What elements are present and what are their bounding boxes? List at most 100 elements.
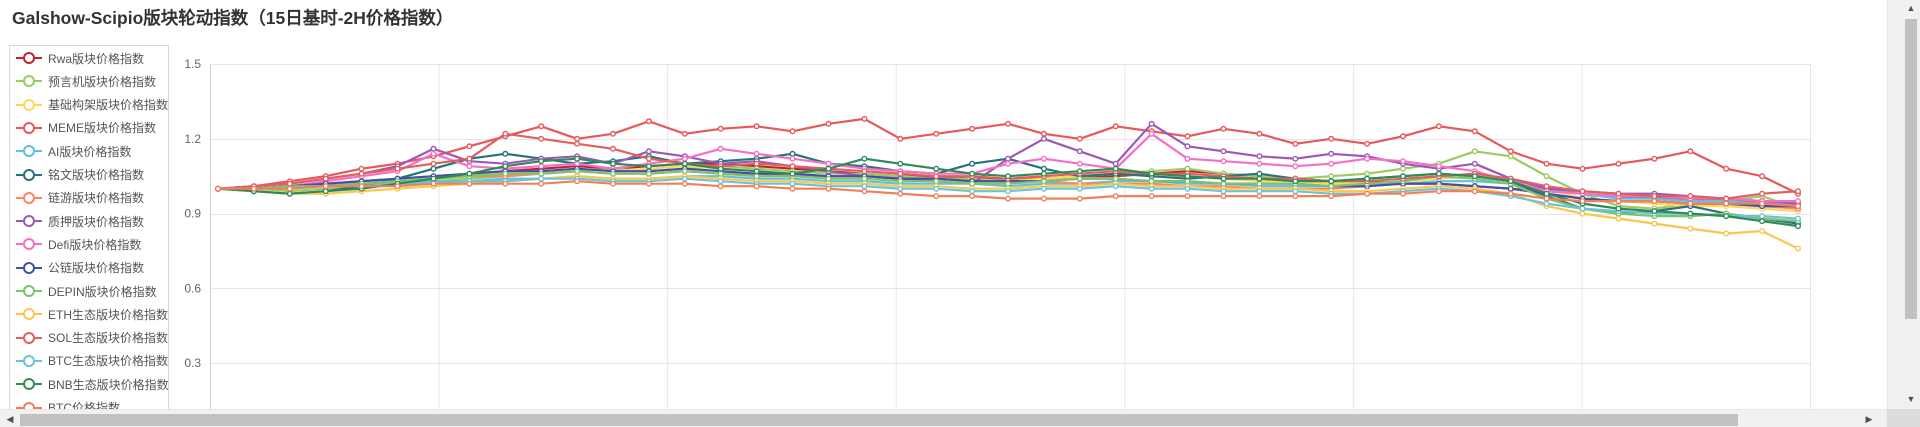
data-point [574, 168, 581, 175]
data-point [1040, 165, 1047, 172]
data-point [789, 163, 796, 170]
data-point [394, 165, 401, 172]
legend-swatch-marker [23, 191, 35, 204]
legend-item[interactable]: Defi版块价格指数 [14, 233, 141, 255]
data-point [574, 155, 581, 162]
legend-item[interactable]: 链游版块价格指数 [14, 187, 144, 209]
data-point [322, 183, 329, 190]
horizontal-scrollbar[interactable]: ◀ ▶ [0, 409, 1887, 427]
horizontal-scroll-thumb[interactable] [20, 414, 1738, 426]
data-point [1687, 225, 1694, 232]
legend-item[interactable]: SOL生态版块价格指数 [14, 327, 168, 349]
data-point [286, 190, 293, 197]
data-point [1292, 163, 1299, 170]
data-point [933, 165, 940, 172]
data-point [502, 150, 509, 157]
data-point [1651, 198, 1658, 205]
legend-swatch-marker [23, 331, 35, 344]
data-point [1112, 165, 1119, 172]
legend-swatch-icon [16, 308, 42, 321]
data-point [538, 135, 545, 142]
vertical-scroll-thumb[interactable] [1905, 19, 1917, 319]
data-point [538, 158, 545, 165]
legend-swatch-marker [23, 98, 35, 111]
data-point [1759, 213, 1766, 220]
legend-item[interactable]: 公链版块价格指数 [14, 257, 144, 279]
legend-item[interactable]: BTC生态版块价格指数 [14, 350, 168, 372]
y-tick-label: 1.2 [184, 132, 201, 146]
legend-swatch-icon [16, 191, 42, 204]
data-point [717, 145, 724, 152]
legend-swatch-marker [23, 168, 35, 181]
scroll-up-icon[interactable]: ▲ [1906, 3, 1916, 13]
legend-item[interactable]: AI版块价格指数 [14, 140, 131, 162]
legend-label: DEPIN版块价格指数 [48, 284, 157, 299]
data-point [1328, 135, 1335, 142]
data-point [1687, 210, 1694, 217]
scroll-down-icon[interactable]: ▼ [1906, 394, 1916, 404]
legend-swatch-icon [16, 98, 42, 111]
legend-item[interactable]: Rwa版块价格指数 [14, 47, 144, 69]
data-point [645, 163, 652, 170]
data-point [861, 115, 868, 122]
legend-item[interactable]: 铭文版块价格指数 [14, 164, 144, 186]
data-point [1005, 188, 1012, 195]
data-point [538, 180, 545, 187]
data-point [645, 155, 652, 162]
data-point [753, 183, 760, 190]
data-point [1651, 193, 1658, 200]
data-point [1328, 150, 1335, 157]
legend-label: SOL生态版块价格指数 [48, 331, 169, 346]
data-point [1040, 170, 1047, 177]
data-point [1256, 153, 1263, 160]
data-point [1256, 130, 1263, 137]
data-point [466, 180, 473, 187]
data-point [753, 160, 760, 167]
data-point [1759, 200, 1766, 207]
data-point [1292, 178, 1299, 185]
y-tick-label: 1.5 [184, 57, 201, 71]
data-point [1507, 190, 1514, 197]
data-point [538, 123, 545, 130]
data-point [1148, 170, 1155, 177]
data-point [969, 160, 976, 167]
data-point [1005, 120, 1012, 127]
legend-item[interactable]: 质押版块价格指数 [14, 210, 144, 232]
data-point [1112, 175, 1119, 182]
y-tick-label: 0.9 [184, 207, 201, 221]
data-point [969, 180, 976, 187]
data-point [1723, 165, 1730, 172]
legend-item[interactable]: MEME版块价格指数 [14, 117, 156, 139]
data-point [681, 130, 688, 137]
scroll-right-icon[interactable]: ▶ [1865, 414, 1873, 424]
data-point [1148, 185, 1155, 192]
scroll-left-icon[interactable]: ◀ [6, 414, 14, 424]
data-point [753, 150, 760, 157]
vertical-scrollbar[interactable]: ▲ ▼ [1887, 0, 1920, 427]
legend-item[interactable]: 基础构架版块价格指数 [14, 94, 168, 116]
data-point [717, 183, 724, 190]
data-point [645, 118, 652, 125]
data-point [753, 173, 760, 180]
data-point [538, 175, 545, 182]
legend-item[interactable]: ETH生态版块价格指数 [14, 303, 168, 325]
data-point [1579, 205, 1586, 212]
data-point [1220, 125, 1227, 132]
data-point [1651, 208, 1658, 215]
legend-item[interactable]: 预言机版块价格指数 [14, 70, 156, 92]
data-point [1112, 183, 1119, 190]
legend-swatch-marker [23, 52, 35, 64]
data-point [753, 168, 760, 175]
data-point [502, 163, 509, 170]
data-point [1543, 160, 1550, 167]
legend-swatch-icon [16, 145, 42, 158]
data-point [466, 170, 473, 177]
legend-item[interactable]: DEPIN版块价格指数 [14, 280, 157, 302]
legend-item[interactable]: BNB生态版块价格指数 [14, 373, 168, 395]
data-point [1076, 175, 1083, 182]
legend-swatch-marker [23, 354, 35, 367]
data-point [610, 145, 617, 152]
data-point [1292, 193, 1299, 200]
data-point [861, 188, 868, 195]
legend-swatch-icon [16, 121, 42, 134]
